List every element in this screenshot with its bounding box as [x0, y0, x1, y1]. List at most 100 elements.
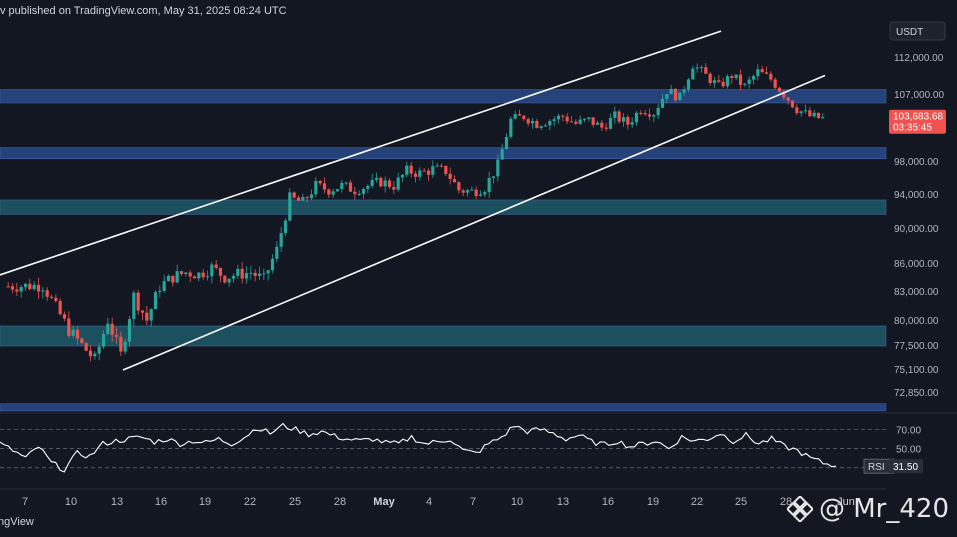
candle-body	[288, 192, 292, 221]
candle-body	[725, 76, 730, 87]
candle-body	[123, 341, 127, 352]
price-tick-label: 83,000.00	[894, 287, 939, 298]
support-resistance-zone	[0, 89, 887, 104]
candle-body	[192, 276, 197, 279]
candle-body	[353, 191, 357, 195]
candle-body	[587, 117, 591, 119]
candle-body	[171, 275, 175, 283]
support-resistance-zone	[0, 403, 887, 412]
candle-body	[387, 180, 392, 187]
candle-body	[249, 272, 253, 274]
time-tick-label: 7	[470, 496, 476, 508]
time-tick-label: 4	[426, 496, 432, 508]
candle-body	[153, 292, 158, 310]
candle-body	[699, 67, 704, 69]
candle-body	[760, 69, 764, 73]
candle-body	[561, 115, 565, 117]
candle-body	[734, 74, 738, 79]
tradingview-brand: ngView	[0, 516, 34, 528]
candle-body	[149, 309, 153, 321]
candle-body	[608, 117, 613, 129]
candle-body	[413, 173, 418, 177]
candle-body	[773, 79, 777, 88]
candle-body	[717, 80, 721, 82]
rsi-tick-label: 70.00	[896, 425, 921, 436]
candle-body	[127, 319, 132, 342]
candle-body	[283, 220, 288, 234]
watermark-handle: @ Mr_420	[818, 494, 949, 524]
candle-body	[36, 284, 41, 292]
candle-body	[786, 97, 790, 101]
price-tick-label: 107,000.00	[894, 90, 944, 101]
candle-body	[32, 284, 36, 290]
candle-body	[314, 181, 318, 195]
candle-body	[552, 119, 556, 121]
candle-body	[751, 76, 756, 80]
time-tick-label: May	[373, 496, 395, 508]
candle-body	[97, 346, 101, 354]
candle-body	[496, 159, 500, 177]
candle-body	[478, 194, 483, 196]
candle-body	[509, 118, 513, 137]
price-tick-label: 77,500.00	[894, 341, 939, 352]
candle-body	[54, 297, 58, 301]
time-tick-label: Jun	[837, 496, 855, 508]
candle-body	[691, 68, 695, 80]
time-tick-label: 28	[780, 496, 792, 508]
candle-body	[565, 116, 569, 122]
candle-body	[678, 92, 682, 101]
candle-body	[132, 292, 136, 320]
candle-body	[448, 173, 452, 179]
candle-body	[309, 194, 314, 199]
candle-body	[10, 286, 15, 290]
candle-body	[370, 179, 374, 186]
candle-body	[426, 170, 431, 175]
time-tick-label: 16	[602, 496, 614, 508]
candle-body	[322, 183, 327, 190]
rsi-current-value: 31.50	[893, 462, 918, 473]
rsi-name: RSI	[868, 462, 885, 473]
last-price-countdown: 03:35:45	[893, 123, 932, 134]
candle-body	[244, 272, 249, 279]
candle-body	[513, 114, 517, 119]
candle-body	[730, 76, 734, 79]
time-tick-label: 19	[199, 496, 211, 508]
price-tick-label: 86,000.00	[894, 259, 939, 270]
candle-body	[335, 189, 340, 192]
rsi-value-tag	[889, 459, 923, 474]
candle-body	[327, 189, 331, 195]
price-tick-label: 75,100.00	[894, 365, 939, 376]
candle-body	[266, 270, 270, 274]
support-resistance-zone	[0, 199, 887, 215]
price-tick-label: 112,000.00	[894, 53, 944, 64]
price-tick-label: 90,000.00	[894, 224, 939, 235]
time-tick-label: 10	[65, 496, 77, 508]
time-tick-label: 22	[691, 496, 703, 508]
candle-body	[205, 276, 210, 278]
candle-body	[712, 80, 717, 84]
candle-body	[75, 329, 80, 339]
candle-body	[418, 170, 422, 177]
candle-body	[656, 107, 660, 116]
candle-body	[821, 117, 825, 119]
candle-body	[422, 170, 426, 172]
candle-body	[795, 107, 799, 114]
candle-body	[621, 117, 626, 122]
candle-body	[457, 182, 461, 191]
candle-body	[526, 118, 530, 124]
candle-body	[405, 165, 409, 175]
candle-body	[665, 94, 669, 99]
candle-body	[669, 88, 673, 95]
candle-body	[23, 283, 28, 288]
candle-body	[253, 272, 257, 276]
time-tick-label: 25	[735, 496, 747, 508]
candle-body	[504, 136, 509, 150]
candle-body	[41, 290, 45, 292]
candle-body	[652, 115, 656, 117]
candle-body	[270, 258, 275, 271]
rsi-line	[0, 422, 837, 473]
candle-body	[548, 120, 552, 126]
candle-body	[591, 117, 595, 125]
